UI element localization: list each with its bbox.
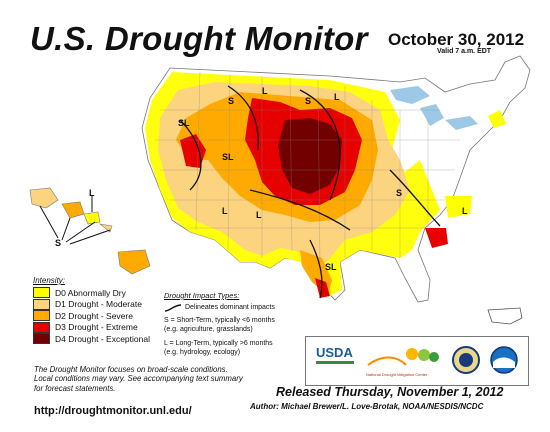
impact-legend: Drought Impact Types: Delineates dominan…: [164, 291, 314, 362]
agency-logos: USDA National Drought Mitigation Center: [305, 336, 529, 386]
note-line-2: Local conditions may vary. See accompany…: [34, 374, 243, 384]
legend-label: D2 Drought - Severe: [55, 310, 133, 321]
release-date: Released Thursday, November 1, 2012: [276, 385, 504, 399]
legend-label: D1 Drought - Moderate: [55, 299, 142, 310]
legend-label: D0 Abnormally Dry: [55, 287, 126, 298]
noaa-logo-icon: [490, 346, 518, 374]
label-sl-west: SL: [178, 118, 190, 128]
disclaimer-note: The Drought Monitor focuses on broad-sca…: [34, 365, 289, 393]
impact-title: Drought Impact Types:: [164, 291, 240, 300]
puerto-rico: [487, 307, 523, 325]
short-term-text: S = Short-Term, typically <6 months: [164, 317, 275, 324]
long-term-block: L = Long-Term, typically >6 months (e.g.…: [164, 339, 314, 357]
georgia-d3: [425, 228, 448, 248]
d4-region: [278, 118, 342, 194]
legend-swatch: [33, 333, 50, 345]
map-date: October 30, 2012: [388, 30, 525, 49]
short-term-block: S = Short-Term, typically <6 months (e.g…: [164, 316, 314, 334]
great-lakes: [390, 86, 478, 130]
usda-text: USDA: [316, 345, 353, 360]
legend-swatch: [33, 321, 50, 333]
short-term-example: (e.g. agriculture, grasslands): [164, 326, 253, 333]
legend-label: D4 Drought - Exceptional: [55, 333, 150, 344]
label-l-5: L: [462, 206, 468, 216]
d3-region-west: [180, 134, 206, 168]
label-sl-central: SL: [222, 152, 234, 162]
label-l-2: L: [334, 92, 340, 102]
long-term-text: L = Long-Term, typically >6 months: [164, 340, 273, 347]
texas-d3: [315, 278, 330, 298]
legend-item-d4: D4 Drought - Exceptional: [33, 333, 168, 345]
label-l-4: L: [256, 210, 262, 220]
nidmc-text: National Drought Mitigation Center: [366, 372, 428, 377]
delineates-text: Delineates dominant impacts: [185, 304, 275, 311]
label-sl-texas: SL: [325, 262, 337, 272]
usda-logo: USDA: [316, 345, 356, 375]
label-s-2: S: [305, 96, 311, 106]
long-term-example: (e.g. hydrology, ecology): [164, 349, 241, 356]
impact-line-icon: [164, 303, 182, 312]
label-l-3: L: [222, 206, 228, 216]
alaska: [29, 187, 151, 275]
legend-item-d2: D2 Drought - Severe: [33, 310, 168, 322]
legend-swatch: [33, 287, 50, 299]
page-title: U.S. Drought Monitor: [30, 20, 368, 57]
website-link[interactable]: http://droughtmonitor.unl.edu/: [34, 405, 192, 417]
usda-underline: [316, 361, 354, 364]
legend-swatch: [33, 310, 50, 322]
carolina-d0: [445, 196, 472, 218]
valid-time: Valid 7 a.m. EDT: [437, 48, 492, 55]
legend-item-d0: D0 Abnormally Dry: [33, 287, 168, 299]
legend-title: Intensity:: [33, 276, 66, 285]
legend-item-d1: D1 Drought - Moderate: [33, 298, 168, 311]
intensity-legend: Intensity: D0 Abnormally Dry D1 Drought …: [33, 276, 168, 345]
impact-line-key: Delineates dominant impacts: [164, 303, 314, 312]
state-boundaries: [155, 71, 460, 263]
label-l-alaska: L: [89, 188, 95, 198]
impact-lines: [179, 85, 441, 299]
legend-label: D3 Drought - Extreme: [55, 322, 138, 333]
label-s-alaska: S: [55, 238, 61, 248]
note-line-3: for forecast statements.: [34, 383, 116, 393]
author-credit: Author: Michael Brewer/L. Love-Brotak, N…: [250, 402, 484, 411]
note-line-1: The Drought Monitor focuses on broad-sca…: [34, 365, 228, 374]
doc-seal-icon: [452, 346, 480, 374]
label-s-3: S: [396, 188, 402, 198]
legend-swatch: [33, 298, 50, 310]
legend-item-d3: D3 Drought - Extreme: [33, 321, 168, 334]
northeast-d0: [488, 110, 506, 128]
label-s-1: S: [228, 96, 234, 106]
nidmc-logo: National Drought Mitigation Center: [366, 345, 442, 377]
label-l-1: L: [262, 86, 268, 96]
trees-icon: [367, 348, 439, 366]
